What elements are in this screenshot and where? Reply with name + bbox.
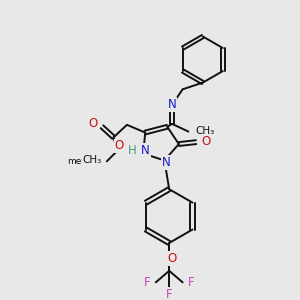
Text: methyl: methyl <box>68 157 99 166</box>
Text: N: N <box>162 156 171 169</box>
Text: N: N <box>141 144 150 157</box>
Text: F: F <box>188 276 194 289</box>
Text: CH₃: CH₃ <box>83 155 102 165</box>
Text: CH₃: CH₃ <box>195 126 214 136</box>
Text: N: N <box>168 98 176 111</box>
Text: F: F <box>166 288 172 300</box>
Text: H: H <box>128 144 136 157</box>
Text: O: O <box>115 140 124 152</box>
Text: F: F <box>144 276 151 289</box>
Text: O: O <box>88 117 97 130</box>
Text: O: O <box>167 252 177 265</box>
Text: O: O <box>201 135 210 148</box>
